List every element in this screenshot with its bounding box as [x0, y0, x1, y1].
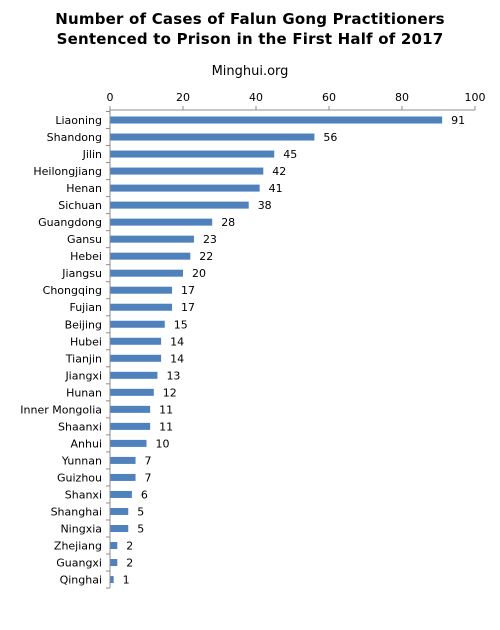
bar [110, 490, 132, 498]
data-label: 2 [126, 557, 133, 570]
category-label: Hebei [70, 250, 102, 263]
bar [110, 422, 151, 430]
data-label: 38 [258, 199, 272, 212]
chart-title-line-1: Number of Cases of Falun Gong Practition… [55, 10, 445, 28]
x-tick-label: 20 [176, 91, 190, 104]
bar [110, 218, 213, 226]
bar [110, 252, 191, 260]
source-watermark: Minghui.org [211, 64, 289, 79]
bar [110, 235, 194, 243]
data-label: 14 [170, 335, 184, 348]
bar [110, 507, 129, 515]
category-label: Inner Mongolia [20, 403, 102, 416]
category-label: Guangdong [38, 216, 102, 229]
bar [110, 371, 158, 379]
data-label: 7 [145, 471, 152, 484]
category-label: Fujian [69, 301, 102, 314]
bar [110, 542, 118, 550]
category-label: Heilongjiang [33, 165, 102, 178]
category-label: Shanxi [65, 488, 102, 501]
data-label: 23 [203, 233, 217, 246]
data-label: 91 [451, 114, 465, 127]
category-label: Anhui [71, 437, 103, 450]
x-tick-label: 60 [322, 91, 336, 104]
category-label: Jilin [82, 148, 102, 161]
data-label: 17 [181, 284, 195, 297]
category-label: Shanghai [51, 505, 102, 518]
category-label: Liaoning [55, 114, 102, 127]
category-label: Zhejiang [54, 540, 102, 553]
data-label: 1 [123, 574, 130, 587]
data-label: 14 [170, 352, 184, 365]
bar [110, 184, 260, 192]
bar [110, 150, 275, 158]
category-label: Shandong [47, 131, 102, 144]
data-label: 5 [137, 522, 144, 535]
bar [110, 320, 165, 328]
category-label: Sichuan [58, 199, 102, 212]
category-label: Ningxia [60, 522, 102, 535]
data-label: 17 [181, 301, 195, 314]
bar [110, 286, 173, 294]
bar [110, 116, 443, 124]
data-label: 13 [166, 369, 180, 382]
category-label: Jiangsu [61, 267, 102, 280]
category-label: Guangxi [56, 557, 102, 570]
bar [110, 201, 249, 209]
bar [110, 133, 315, 141]
bar [110, 337, 162, 345]
bar [110, 559, 118, 567]
data-label: 56 [323, 131, 337, 144]
data-label: 15 [174, 318, 188, 331]
x-tick-label: 40 [249, 91, 263, 104]
bar [110, 576, 114, 584]
data-label: 11 [159, 403, 173, 416]
bar [110, 303, 173, 311]
x-tick-label: 100 [465, 91, 486, 104]
x-tick-label: 0 [107, 91, 114, 104]
bar [110, 439, 147, 447]
data-label: 5 [137, 505, 144, 518]
data-label: 45 [283, 148, 297, 161]
data-label: 12 [163, 386, 177, 399]
bar [110, 473, 136, 481]
chart-title-line-2: Sentenced to Prison in the First Half of… [56, 30, 444, 48]
data-label: 22 [199, 250, 213, 263]
bar [110, 269, 183, 277]
bar [110, 456, 136, 464]
category-label: Tianjin [65, 352, 102, 365]
data-label: 41 [269, 182, 283, 195]
category-label: Hubei [70, 335, 102, 348]
category-label: Guizhou [57, 471, 102, 484]
bar [110, 167, 264, 175]
category-label: Yunnan [61, 454, 102, 467]
bar [110, 354, 162, 362]
category-label: Hunan [66, 386, 102, 399]
data-label: 7 [145, 454, 152, 467]
bar [110, 405, 151, 413]
category-label: Beijing [65, 318, 102, 331]
category-label: Jiangxi [64, 369, 102, 382]
data-label: 11 [159, 420, 173, 433]
category-label: Gansu [67, 233, 102, 246]
data-label: 42 [272, 165, 286, 178]
bar [110, 388, 154, 396]
category-label: Qinghai [60, 574, 102, 587]
data-label: 2 [126, 540, 133, 553]
data-label: 6 [141, 488, 148, 501]
data-label: 10 [156, 437, 170, 450]
data-label: 20 [192, 267, 206, 280]
x-tick-label: 80 [395, 91, 409, 104]
category-label: Chongqing [43, 284, 102, 297]
category-label: Henan [66, 182, 102, 195]
category-label: Shaanxi [58, 420, 102, 433]
bar [110, 524, 129, 532]
data-label: 28 [221, 216, 235, 229]
